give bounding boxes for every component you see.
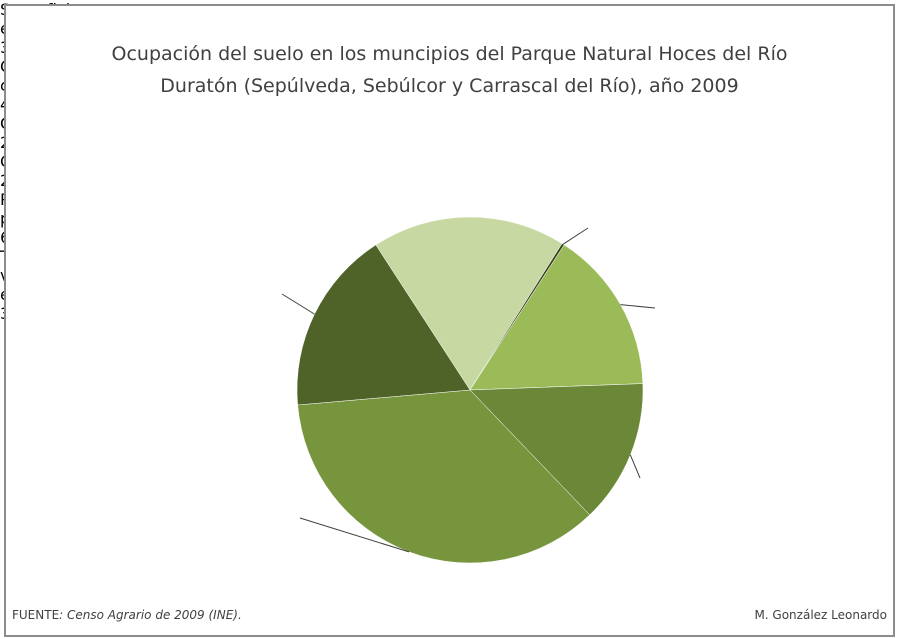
author: M. González Leonardo — [754, 608, 887, 622]
source-label: FUENTE — [12, 608, 60, 622]
leader-line — [620, 304, 656, 309]
chart-title: Ocupación del suelo en los muncipios del… — [111, 43, 788, 97]
leader-line — [629, 454, 641, 479]
source: FUENTE: Censo Agrario de 2009 (INE). — [12, 608, 242, 622]
pie-slice — [375, 216, 563, 391]
leader-line — [299, 517, 410, 553]
leader-line — [281, 293, 315, 315]
leader-line — [562, 227, 589, 245]
source-text: : Censo Agrario de 2009 (INE). — [59, 608, 242, 622]
